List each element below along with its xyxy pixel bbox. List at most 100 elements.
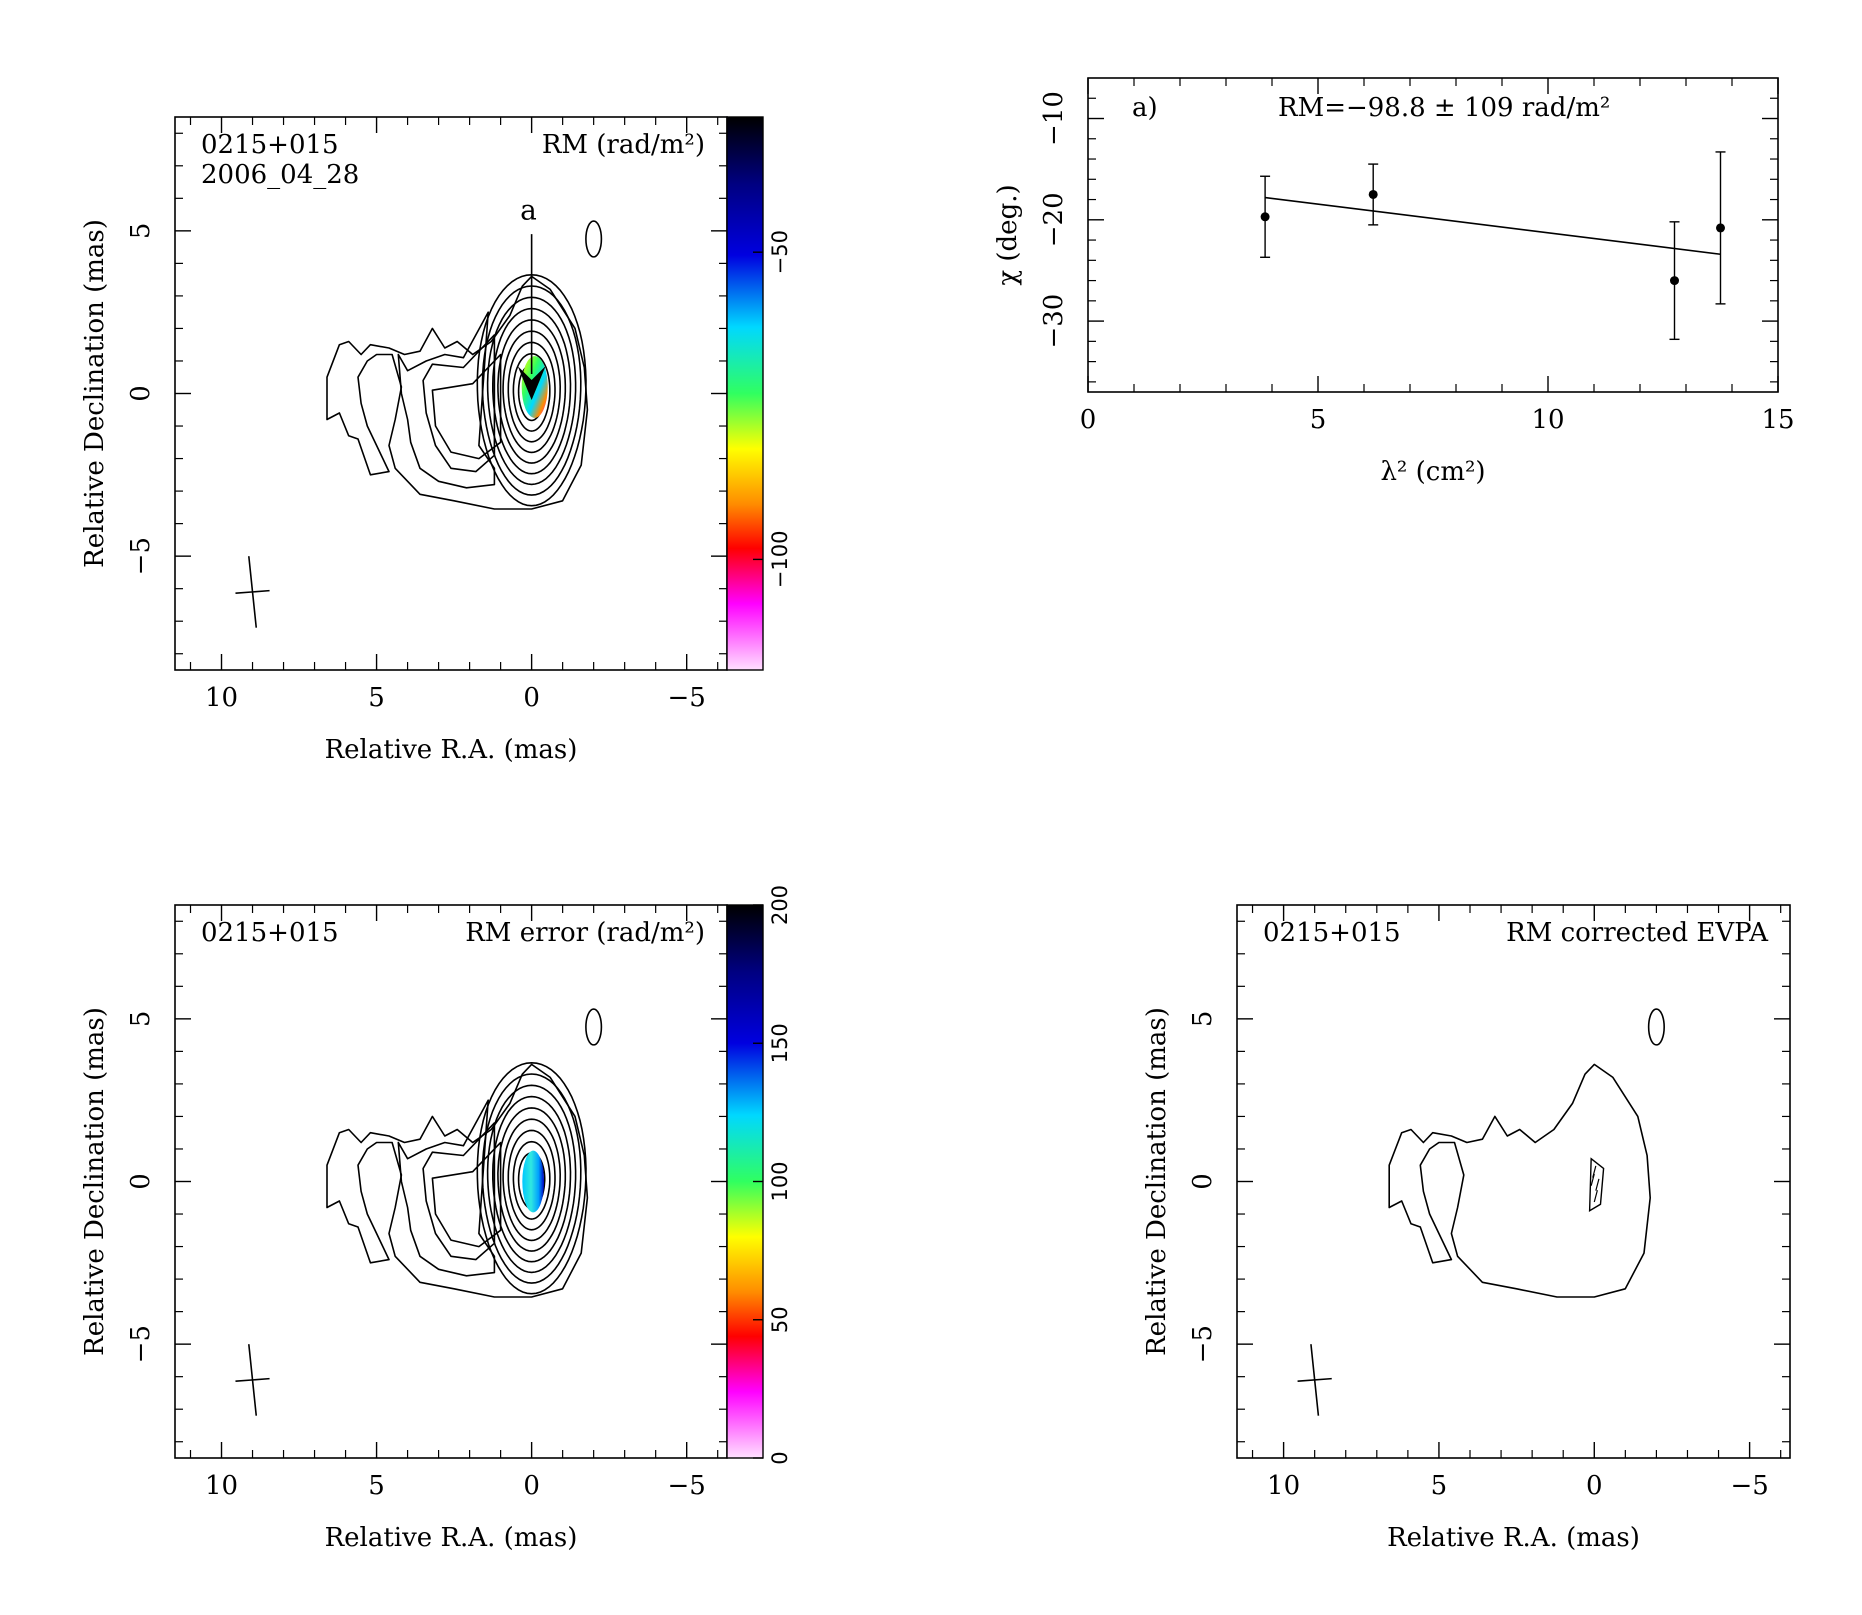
source-name: 0215+015 <box>1263 918 1401 948</box>
x-tick-label: 0 <box>1080 405 1097 435</box>
epoch-label: 2006_04_28 <box>201 160 359 190</box>
beam-minor-axis <box>1297 1377 1332 1383</box>
contour-level <box>397 1099 496 1277</box>
y-tick-label: 5 <box>126 1011 156 1028</box>
y-tick-label: 0 <box>126 385 156 402</box>
fit-line <box>1265 196 1721 256</box>
colorbar-tick-label: 100 <box>768 1161 792 1201</box>
x-tick-label: 5 <box>368 683 385 713</box>
x-axis-label: λ² (cm²) <box>1380 457 1485 487</box>
stokes-i-contours <box>326 220 603 510</box>
x-tick-label: 5 <box>1310 405 1327 435</box>
contour-level <box>422 1122 496 1261</box>
y-tick-label: −5 <box>126 537 156 575</box>
plot-frame <box>1087 77 1779 393</box>
y-tick-label: −5 <box>1188 1325 1218 1363</box>
x-tick-label: 5 <box>368 1471 385 1501</box>
data-points <box>1260 151 1726 341</box>
colorbar-tick-label: 50 <box>768 1306 792 1333</box>
axis-ticks: 10 5 0 −5 5 0 −5 <box>126 905 727 1501</box>
x-tick-label: 0 <box>1586 1471 1603 1501</box>
contour-level <box>326 1063 589 1298</box>
contour-level <box>486 1084 577 1274</box>
rm-map-panel: 10 5 0 −5 5 0 −5 −50 −100 0215+015 2006_04_28 R… <box>80 116 792 765</box>
evpa-map-panel: 10 5 0 −5 5 0 −5 0215+015 RM corrected EVPA Re… <box>1142 904 1791 1553</box>
panel-tag: a) <box>1132 93 1158 123</box>
y-axis-label: Relative Declination (mas) <box>80 1007 110 1356</box>
rm-error-color-region <box>522 1150 545 1213</box>
x-tick-label: −5 <box>1730 1471 1768 1501</box>
y-tick-label: 0 <box>1188 1173 1218 1190</box>
contour-level <box>585 1008 603 1046</box>
x-tick-label: −5 <box>668 683 706 713</box>
data-point <box>1260 212 1270 222</box>
colorbar-tick-label: −100 <box>768 531 792 589</box>
contour-level <box>481 1073 582 1284</box>
contour-level <box>502 330 562 454</box>
y-axis-label: χ (deg.) <box>993 184 1023 285</box>
colorbar <box>726 116 764 671</box>
contour-level <box>1647 1008 1665 1046</box>
evpa-sticks <box>1588 1157 1605 1213</box>
x-tick-label: 10 <box>205 1471 238 1501</box>
y-axis-label: Relative Declination (mas) <box>1142 1007 1172 1356</box>
y-tick-label: 5 <box>126 223 156 240</box>
x-tick-label: −5 <box>668 1471 706 1501</box>
y-tick-label: −10 <box>1039 91 1069 146</box>
contour-level <box>431 353 502 460</box>
quantity-label: RM error (rad/m²) <box>465 918 705 948</box>
evpa-stick <box>1593 1190 1598 1203</box>
contour-level <box>497 1107 567 1252</box>
map-frame <box>174 116 728 671</box>
y-tick-label: −5 <box>126 1325 156 1363</box>
slice-arrowhead <box>517 366 546 401</box>
contour-level <box>512 352 551 432</box>
y-tick-label: 0 <box>126 1173 156 1190</box>
y-tick-label: −20 <box>1039 192 1069 247</box>
source-name: 0215+015 <box>201 918 339 948</box>
x-tick-label: 10 <box>1267 1471 1300 1501</box>
contour-level <box>481 285 582 496</box>
colorbar-tick-label: 150 <box>768 1023 792 1063</box>
fit-result: RM=−98.8 ± 109 rad/m² <box>1278 93 1610 123</box>
beam-cross <box>1297 1344 1332 1416</box>
y-axis-label: Relative Declination (mas) <box>80 219 110 568</box>
contour-level <box>507 341 556 443</box>
contour-level <box>507 1129 556 1231</box>
colorbar-tick-label: −50 <box>768 230 792 274</box>
x-tick-label: 0 <box>523 1471 540 1501</box>
x-tick-label: 5 <box>1431 1471 1448 1501</box>
beam-cross <box>235 556 270 628</box>
map-frame <box>1236 904 1791 1459</box>
axis-ticks: 10 5 0 −5 5 0 −5 <box>1188 905 1790 1501</box>
contour-level <box>492 307 572 475</box>
quantity-label: RM (rad/m²) <box>542 130 705 160</box>
x-axis-label: Relative R.A. (mas) <box>325 735 578 765</box>
x-tick-label: 0 <box>523 683 540 713</box>
evpa-stick <box>1595 1178 1600 1191</box>
axis-ticks: 0 5 10 15 −10 −20 −30 <box>1039 78 1795 435</box>
slice-label: a <box>520 193 537 226</box>
y-tick-label: 5 <box>1188 1011 1218 1028</box>
y-tick-label: −30 <box>1039 294 1069 349</box>
contour-level <box>517 1152 546 1210</box>
contour-level <box>585 220 603 258</box>
contour-level <box>326 275 589 510</box>
data-point <box>1368 189 1378 199</box>
data-point <box>1716 223 1725 233</box>
colorbar-ticks: 0 50 100 150 200 <box>753 885 792 1465</box>
polarized-region <box>1588 1157 1605 1213</box>
colorbar-tick-label: 200 <box>768 885 792 925</box>
x-tick-label: 15 <box>1761 405 1794 435</box>
data-point <box>1670 276 1679 286</box>
colorbar-tick-label: 0 <box>768 1451 792 1464</box>
colorbar-ticks: −50 −100 <box>753 230 792 588</box>
stokes-i-contours <box>1388 1008 1665 1298</box>
contour-level <box>492 1095 572 1263</box>
stokes-i-contours <box>326 1008 603 1298</box>
contour-level <box>497 319 567 464</box>
contour-level <box>1388 1063 1651 1298</box>
source-name: 0215+015 <box>201 130 339 160</box>
contour-level <box>486 296 577 486</box>
